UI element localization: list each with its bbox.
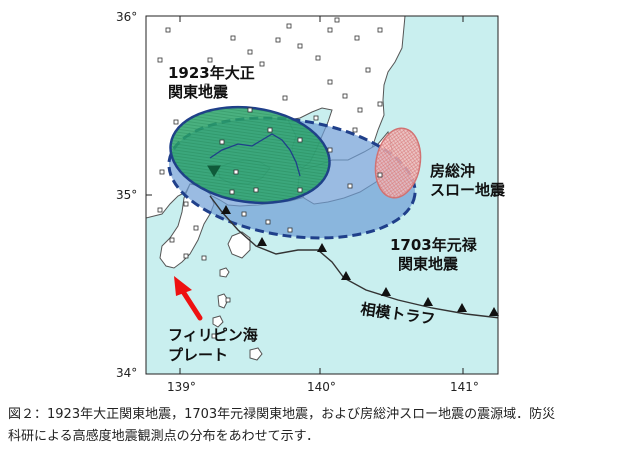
figure-caption: 図２：1923年大正関東地震，1703年元禄関東地震，および房総沖スロー地震の震… [8, 404, 614, 448]
station-marker [253, 187, 259, 193]
station-marker [229, 189, 235, 195]
lat-tick-35: 35° [116, 188, 138, 202]
trough-tooth [221, 205, 231, 214]
station-marker [159, 169, 165, 175]
trough-tooth [317, 243, 327, 252]
station-marker [225, 297, 231, 303]
lon-tick-141: 141° [450, 380, 479, 394]
boso-slow-slip-hatch [375, 128, 421, 198]
station-marker [327, 147, 333, 153]
station-marker [157, 207, 163, 213]
philippine-plate-label-line1: フィリピン海 [168, 326, 258, 344]
station-marker [183, 253, 189, 259]
taisho-label-line2: 関東地震 [168, 83, 229, 101]
izu-oshima [227, 231, 251, 259]
plate-motion-arrow [174, 276, 203, 321]
station-marker [169, 237, 175, 243]
station-marker [357, 107, 363, 113]
trough-tooth [341, 271, 351, 280]
station-marker [207, 57, 213, 63]
station-marker [282, 95, 288, 101]
trough-tooth [457, 303, 467, 312]
station-marker [297, 137, 303, 143]
station-marker [313, 115, 319, 121]
station-marker [183, 201, 189, 207]
station-marker [275, 37, 281, 43]
genroku-label-line1: 1703年元禄 [390, 236, 477, 254]
lat-tick-36: 36° [116, 10, 138, 24]
station-marker [247, 49, 253, 55]
philippine-plate-label-line2: プレート [168, 346, 229, 364]
station-marker [365, 67, 371, 73]
station-marker [193, 225, 199, 231]
station-marker [230, 35, 236, 41]
station-marker [247, 107, 253, 113]
station-marker [287, 227, 293, 233]
trough-tooth [257, 237, 267, 246]
station-marker [377, 101, 383, 107]
station-marker [377, 172, 383, 178]
station-marker [259, 61, 265, 67]
station-marker [204, 83, 210, 89]
station-marker [233, 169, 239, 175]
map-figure [145, 15, 499, 375]
sagami-trough-teeth [221, 205, 499, 316]
trough-tooth [381, 287, 391, 296]
station-marker [342, 93, 348, 99]
station-marker [347, 183, 353, 189]
station-marker [219, 139, 225, 145]
station-marker [241, 211, 247, 217]
lon-tick-139: 139° [167, 380, 196, 394]
boso-label-line1: 房総沖 [430, 162, 476, 180]
station-marker [297, 43, 303, 49]
station-marker [352, 127, 358, 133]
caption-line2: 科研による高感度地震観測点の分布をあわせて示す． [8, 429, 320, 444]
taisho-coastline [209, 133, 301, 177]
taisho-label-line1: 1923年大正 [168, 64, 255, 82]
trough-tooth [489, 307, 499, 316]
station-marker [165, 27, 171, 33]
island-toshima [219, 267, 230, 278]
station-marker [297, 187, 303, 193]
taisho-source-hatch [170, 107, 330, 203]
station-marker [334, 17, 340, 23]
station-marker [201, 255, 207, 261]
station-marker [354, 35, 360, 41]
axis-ticks [146, 16, 498, 374]
island-kozushima [212, 315, 224, 328]
station-marker [211, 333, 217, 339]
station-marker [267, 127, 273, 133]
island-niijima [217, 293, 229, 309]
genroku-label-line2: 関東地震 [398, 255, 459, 273]
lat-tick-34: 34° [116, 366, 138, 380]
station-marker [327, 27, 333, 33]
island-miyakejima [249, 347, 263, 361]
station-marker [265, 219, 271, 225]
lon-tick-140: 140° [307, 380, 336, 394]
station-marker [327, 79, 333, 85]
seismic-stations [157, 17, 383, 339]
station-marker [286, 23, 292, 29]
boso-label-line2: スロー地震 [430, 181, 506, 199]
station-marker [157, 57, 163, 63]
station-marker [173, 119, 179, 125]
station-marker [377, 27, 383, 33]
station-marker [315, 55, 321, 61]
epicenter-marker [207, 165, 221, 177]
sagami-trough-line [209, 195, 498, 319]
trough-tooth [423, 297, 433, 306]
caption-line1: 図２：1923年大正関東地震，1703年元禄関東地震，および房総沖スロー地震の震… [8, 407, 556, 422]
